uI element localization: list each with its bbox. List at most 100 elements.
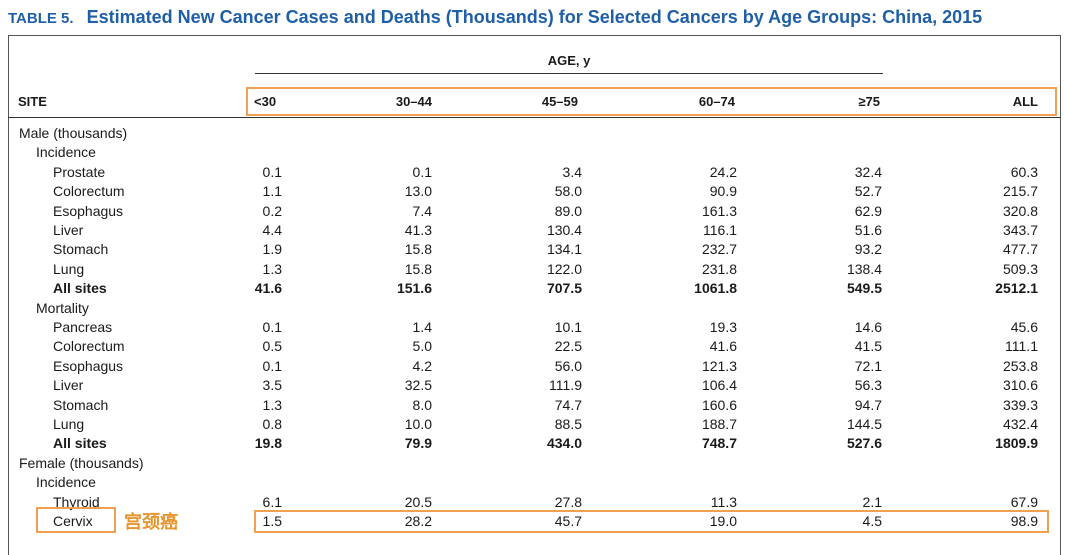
cell-value: 215.7	[1002, 183, 1038, 200]
row-label: Male (thousands)	[19, 125, 128, 141]
cell-value: 1.9	[262, 241, 282, 258]
row-label: All sites	[53, 280, 107, 297]
cell-value: 134.1	[546, 241, 582, 258]
cell-value: 93.2	[854, 241, 882, 258]
cell-value: 0.8	[262, 416, 282, 432]
cell-value: 339.3	[1002, 396, 1038, 413]
cell-value: 320.8	[1002, 202, 1038, 219]
cell-value: 121.3	[701, 357, 737, 374]
cell-value: 1.3	[262, 396, 282, 413]
table-row: Lung 0.8 10.0 88.5 188.7 144.5 432.4	[0, 415, 1065, 434]
cell-value: 4.5	[862, 513, 882, 529]
cell-value: 98.9	[1010, 513, 1038, 529]
site-column-header: SITE	[18, 94, 47, 109]
cell-value: 1.3	[262, 260, 282, 277]
table-row: Esophagus 0.1 4.2 56.0 121.3 72.1 253.8	[0, 357, 1065, 376]
cell-value: 41.6	[709, 338, 737, 355]
cell-value: 434.0	[546, 435, 582, 452]
table-row: Female (thousands)	[0, 454, 1065, 473]
cell-value: 41.3	[404, 222, 432, 238]
column-header-1: 30–44	[395, 94, 432, 109]
cell-value: 1809.9	[995, 435, 1038, 452]
cell-value: 58.0	[554, 183, 582, 200]
cell-value: 74.7	[554, 396, 582, 413]
cell-value: 19.8	[254, 435, 282, 452]
table-row: Incidence	[0, 143, 1065, 162]
cell-value: 130.4	[546, 222, 582, 238]
cell-value: 45.6	[1010, 319, 1038, 335]
cell-value: 477.7	[1002, 241, 1038, 258]
column-header-2: 45–59	[541, 94, 578, 109]
cervix-chinese-annotation: 宫颈癌	[124, 512, 178, 533]
cell-value: 4.4	[262, 222, 282, 238]
cell-value: 1.4	[412, 319, 432, 335]
cell-value: 62.9	[854, 202, 882, 219]
cervix-label-highlight	[36, 507, 116, 533]
row-label: Lung	[53, 260, 85, 277]
cell-value: 19.0	[709, 513, 737, 529]
cell-value: 106.4	[701, 377, 737, 394]
table-row: Pancreas 0.1 1.4 10.1 19.3 14.6 45.6	[0, 318, 1065, 337]
cell-value: 1061.8	[694, 280, 737, 297]
table-number: TABLE 5.	[8, 10, 74, 27]
table-row: Stomach 1.3 8.0 74.7 160.6 94.7 339.3	[0, 396, 1065, 415]
row-label: Stomach	[53, 396, 109, 413]
cell-value: 232.7	[701, 241, 737, 258]
table-row: Male (thousands)	[0, 124, 1065, 143]
column-header-0: <30	[254, 94, 277, 109]
row-label: Esophagus	[53, 202, 124, 219]
column-header-4: ≥75	[858, 94, 880, 109]
cell-value: 24.2	[709, 163, 737, 180]
cell-value: 160.6	[701, 396, 737, 413]
cell-value: 1.1	[262, 183, 282, 200]
cell-value: 51.6	[854, 222, 882, 238]
column-header-highlight	[246, 87, 1057, 116]
row-label: Female (thousands)	[19, 454, 144, 471]
row-label: All sites	[53, 435, 107, 452]
table-title: TABLE 5. Estimated New Cancer Cases and …	[8, 4, 1058, 30]
cell-value: 89.0	[554, 202, 582, 219]
cell-value: 5.0	[412, 338, 432, 355]
cell-value: 122.0	[546, 260, 582, 277]
cell-value: 41.5	[854, 338, 882, 355]
row-label: Liver	[53, 377, 84, 394]
cell-value: 748.7	[701, 435, 737, 452]
cell-value: 10.0	[404, 416, 432, 432]
cell-value: 8.0	[412, 396, 432, 413]
cell-value: 138.4	[846, 260, 882, 277]
table-row: Stomach 1.9 15.8 134.1 232.7 93.2 477.7	[0, 240, 1065, 259]
table-row: Incidence	[0, 473, 1065, 492]
cell-value: 56.0	[554, 357, 582, 374]
row-label: Mortality	[36, 299, 89, 316]
table-caption: Estimated New Cancer Cases and Deaths (T…	[86, 7, 983, 27]
cell-value: 527.6	[846, 435, 882, 452]
cell-value: 90.9	[709, 183, 737, 200]
row-label: Cervix	[53, 513, 93, 529]
cell-value: 188.7	[701, 416, 737, 432]
table-row: Lung 1.3 15.8 122.0 231.8 138.4 509.3	[0, 260, 1065, 279]
cell-value: 94.7	[854, 396, 882, 413]
cell-value: 22.5	[554, 338, 582, 355]
age-group-header: AGE, y	[547, 53, 591, 68]
cell-value: 253.8	[1002, 357, 1038, 374]
row-label: Incidence	[36, 144, 96, 161]
row-label: Pancreas	[53, 319, 113, 335]
cell-value: 432.4	[1002, 416, 1038, 432]
cell-value: 343.7	[1002, 222, 1038, 238]
column-header-5: ALL	[1012, 94, 1038, 109]
cell-value: 13.0	[404, 183, 432, 200]
cell-value: 310.6	[1002, 377, 1038, 394]
row-label: Stomach	[53, 241, 109, 258]
cell-value: 41.6	[254, 280, 282, 297]
cell-value: 707.5	[546, 280, 582, 297]
cell-value: 0.1	[262, 319, 282, 335]
row-label: Incidence	[36, 474, 96, 491]
cell-value: 0.1	[262, 357, 282, 374]
row-label: Colorectum	[53, 338, 125, 355]
cell-value: 27.8	[554, 493, 582, 510]
cell-value: 72.1	[854, 357, 882, 374]
cell-value: 111.1	[1005, 338, 1038, 355]
cell-value: 144.5	[846, 416, 882, 432]
table-row: Prostate 0.1 0.1 3.4 24.2 32.4 60.3	[0, 163, 1065, 182]
cell-value: 45.7	[554, 513, 582, 529]
